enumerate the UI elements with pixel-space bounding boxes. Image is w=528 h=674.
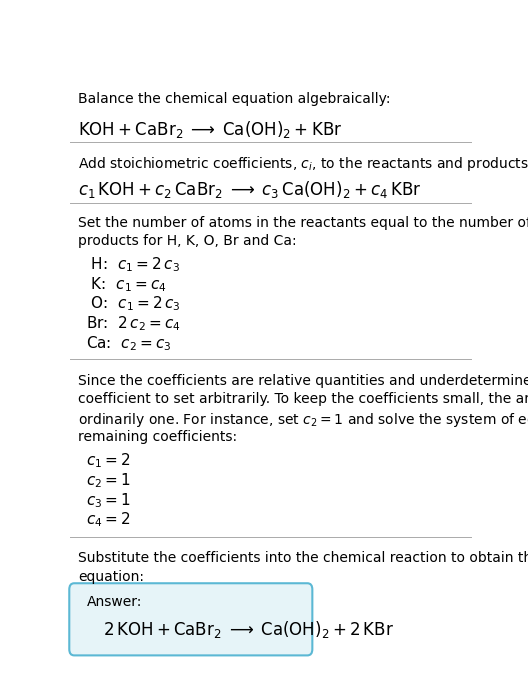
Text: Add stoichiometric coefficients, $c_i$, to the reactants and products:: Add stoichiometric coefficients, $c_i$, … [78, 154, 528, 173]
Text: Ca:  $c_2 = c_3$: Ca: $c_2 = c_3$ [87, 334, 172, 353]
Text: $c_1 = 2$: $c_1 = 2$ [87, 452, 131, 470]
Text: Balance the chemical equation algebraically:: Balance the chemical equation algebraica… [78, 92, 391, 106]
Text: H:  $c_1 = 2\,c_3$: H: $c_1 = 2\,c_3$ [87, 255, 181, 274]
Text: Substitute the coefficients into the chemical reaction to obtain the balanced: Substitute the coefficients into the che… [78, 551, 528, 565]
Text: Answer:: Answer: [87, 594, 142, 609]
Text: $c_4 = 2$: $c_4 = 2$ [87, 511, 131, 529]
Text: O:  $c_1 = 2\,c_3$: O: $c_1 = 2\,c_3$ [87, 295, 181, 313]
Text: Br:  $2\,c_2 = c_4$: Br: $2\,c_2 = c_4$ [87, 315, 181, 333]
Text: $c_2 = 1$: $c_2 = 1$ [87, 471, 131, 490]
Text: $c_1\,\mathrm{KOH} + c_2\,\mathrm{CaBr}_2 \;\longrightarrow\; c_3\,\mathrm{Ca(OH: $c_1\,\mathrm{KOH} + c_2\,\mathrm{CaBr}_… [78, 179, 421, 200]
Text: equation:: equation: [78, 570, 144, 584]
Text: $c_3 = 1$: $c_3 = 1$ [87, 491, 131, 510]
FancyBboxPatch shape [69, 583, 313, 655]
Text: products for H, K, O, Br and Ca:: products for H, K, O, Br and Ca: [78, 235, 297, 249]
Text: coefficient to set arbitrarily. To keep the coefficients small, the arbitrary va: coefficient to set arbitrarily. To keep … [78, 392, 528, 406]
Text: ordinarily one. For instance, set $c_2 = 1$ and solve the system of equations fo: ordinarily one. For instance, set $c_2 =… [78, 411, 528, 429]
Text: $2\,\mathrm{KOH} + \mathrm{CaBr}_2 \;\longrightarrow\; \mathrm{Ca(OH)}_2 + 2\,\m: $2\,\mathrm{KOH} + \mathrm{CaBr}_2 \;\lo… [103, 619, 394, 640]
Text: remaining coefficients:: remaining coefficients: [78, 429, 238, 443]
Text: Since the coefficients are relative quantities and underdetermined, choose a: Since the coefficients are relative quan… [78, 373, 528, 388]
Text: $\mathrm{KOH} + \mathrm{CaBr}_2 \;\longrightarrow\; \mathrm{Ca(OH)}_2 + \mathrm{: $\mathrm{KOH} + \mathrm{CaBr}_2 \;\longr… [78, 119, 343, 140]
Text: Set the number of atoms in the reactants equal to the number of atoms in the: Set the number of atoms in the reactants… [78, 216, 528, 230]
Text: K:  $c_1 = c_4$: K: $c_1 = c_4$ [87, 275, 167, 294]
